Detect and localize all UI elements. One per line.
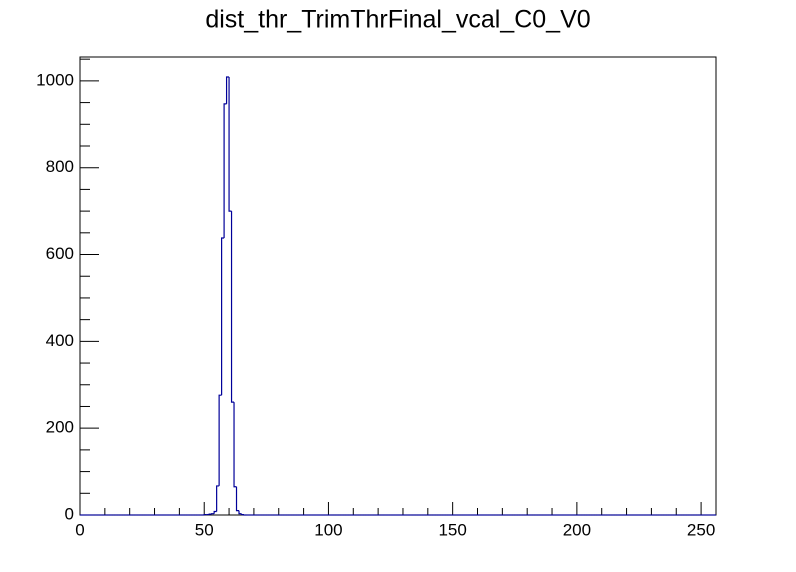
histogram-bin — [230, 211, 235, 403]
histogram-bin — [225, 76, 230, 104]
x-tick-label: 50 — [195, 520, 214, 539]
histogram-bin — [240, 513, 244, 516]
x-tick-label: 100 — [314, 520, 342, 539]
histogram-bin — [223, 103, 227, 239]
x-tick-label: 150 — [438, 520, 466, 539]
histogram-bin — [216, 485, 220, 512]
x-tick-label: 0 — [75, 520, 84, 539]
y-tick-label: 1000 — [36, 70, 74, 89]
y-tick-label: 400 — [46, 331, 74, 350]
histogram-bin — [218, 394, 222, 486]
y-tick-label: 200 — [46, 418, 74, 437]
x-tick-label: 200 — [563, 520, 591, 539]
histogram-bin — [221, 237, 225, 396]
histogram-bin — [235, 486, 239, 512]
histogram-bin — [228, 76, 232, 212]
x-tick-label: 250 — [687, 520, 715, 539]
histogram-bin — [213, 510, 217, 514]
y-tick-label: 600 — [46, 244, 74, 263]
histogram-bin — [233, 402, 237, 488]
chart-title: dist_thr_TrimThrFinal_vcal_C0_V0 — [205, 6, 590, 34]
y-tick-label: 0 — [65, 504, 74, 523]
y-tick-label: 800 — [46, 157, 74, 176]
histogram-bin — [238, 510, 242, 515]
